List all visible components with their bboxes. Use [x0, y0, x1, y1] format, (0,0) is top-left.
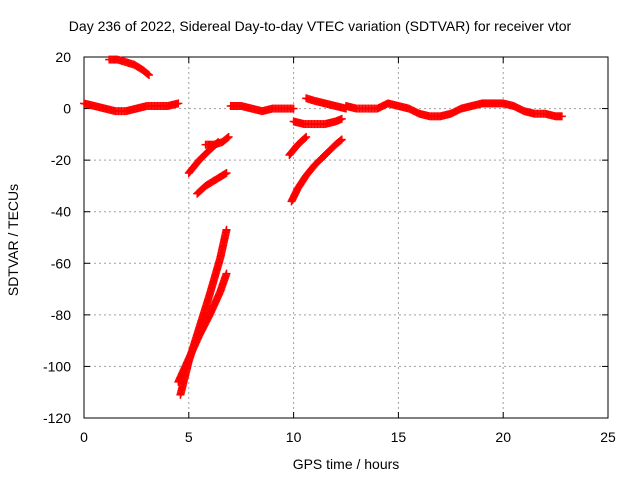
data-point — [302, 132, 311, 141]
data-point — [222, 225, 231, 234]
x-tick-label: 0 — [80, 429, 88, 445]
data-points — [80, 55, 566, 399]
tick-labels: 0 5 10 15 20 25 -120 -100 -80 -60 -40 -20 0 20 — [43, 49, 616, 445]
y-tick-label: 20 — [55, 49, 71, 65]
data-point — [289, 104, 298, 113]
x-tick-label: 25 — [600, 429, 616, 445]
data-point — [223, 133, 232, 142]
data-point — [144, 71, 153, 80]
y-tick-label: -100 — [43, 358, 71, 374]
data-point — [557, 112, 566, 121]
data-point — [143, 70, 152, 79]
y-tick-label: -120 — [43, 410, 71, 426]
data-point — [337, 114, 346, 123]
data-point — [337, 135, 346, 144]
x-tick-label: 20 — [495, 429, 511, 445]
data-point — [174, 99, 183, 108]
x-tick-label: 5 — [185, 429, 193, 445]
data-point — [301, 133, 310, 142]
chart-title: Day 236 of 2022, Sidereal Day-to-day VTE… — [68, 18, 572, 34]
y-tick-label: -40 — [51, 204, 71, 220]
data-point — [222, 269, 231, 278]
data-point — [224, 132, 233, 141]
y-tick-label: -80 — [51, 307, 71, 323]
x-tick-label: 10 — [286, 429, 302, 445]
data-point — [222, 169, 231, 178]
data-point — [336, 136, 345, 145]
y-tick-label: -60 — [51, 255, 71, 271]
x-tick-label: 15 — [391, 429, 407, 445]
y-tick-label: 0 — [63, 101, 71, 117]
axes — [83, 56, 609, 419]
x-axis-label: GPS time / hours — [292, 456, 400, 472]
plot-frame — [83, 56, 609, 419]
y-tick-label: -20 — [51, 152, 71, 168]
